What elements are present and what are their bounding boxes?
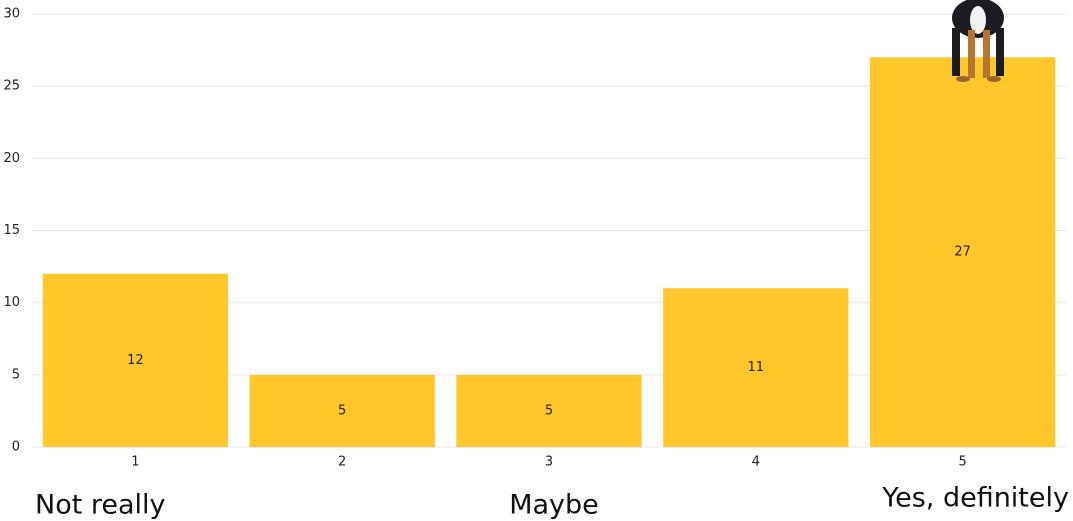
data-label: 27	[954, 245, 971, 260]
y-tick-label: 25	[3, 79, 20, 94]
x-tick-label: 4	[752, 455, 760, 470]
x-tick-label: 3	[545, 455, 553, 470]
y-tick-label: 30	[3, 7, 20, 22]
dog-illustration	[952, 0, 1004, 82]
x-tick-label: 5	[958, 455, 966, 470]
data-label: 11	[748, 360, 765, 375]
y-tick-label: 10	[3, 295, 20, 310]
y-tick-label: 5	[12, 367, 20, 382]
bar	[249, 374, 435, 447]
bar	[42, 273, 229, 447]
y-tick-label: 20	[3, 151, 20, 166]
annotation: Maybe	[509, 490, 599, 521]
annotation: Yes, definitely	[881, 483, 1069, 514]
y-tick-label: 15	[3, 223, 20, 238]
bar	[456, 374, 642, 447]
bar	[869, 57, 1056, 448]
bar	[663, 288, 849, 447]
annotation: Not really	[35, 490, 166, 521]
x-tick-label: 1	[131, 455, 139, 470]
data-label: 5	[338, 403, 346, 418]
x-tick-label: 2	[338, 455, 346, 470]
y-tick-label: 0	[12, 440, 20, 455]
data-label: 5	[545, 403, 553, 418]
data-label: 12	[127, 353, 144, 368]
